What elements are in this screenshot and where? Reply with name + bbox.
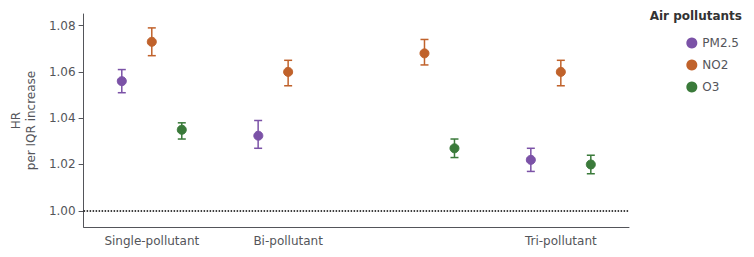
svg-text:per IQR increase: per IQR increase (24, 71, 38, 170)
svg-text:1.04: 1.04 (49, 111, 76, 125)
svg-text:1.00: 1.00 (49, 204, 76, 218)
svg-text:Bi-pollutant: Bi-pollutant (253, 234, 323, 248)
svg-text:1.08: 1.08 (49, 19, 76, 33)
svg-text:Tri-pollutant: Tri-pollutant (524, 234, 597, 248)
svg-text:Air pollutants: Air pollutants (650, 9, 742, 23)
svg-text:1.06: 1.06 (49, 65, 76, 79)
svg-text:NO2: NO2 (702, 58, 728, 72)
svg-text:O3: O3 (702, 80, 719, 94)
svg-text:Single-pollutant: Single-pollutant (104, 234, 199, 248)
svg-text:HR: HR (9, 112, 23, 129)
svg-text:PM2.5: PM2.5 (702, 36, 739, 50)
svg-text:1.02: 1.02 (49, 157, 76, 171)
